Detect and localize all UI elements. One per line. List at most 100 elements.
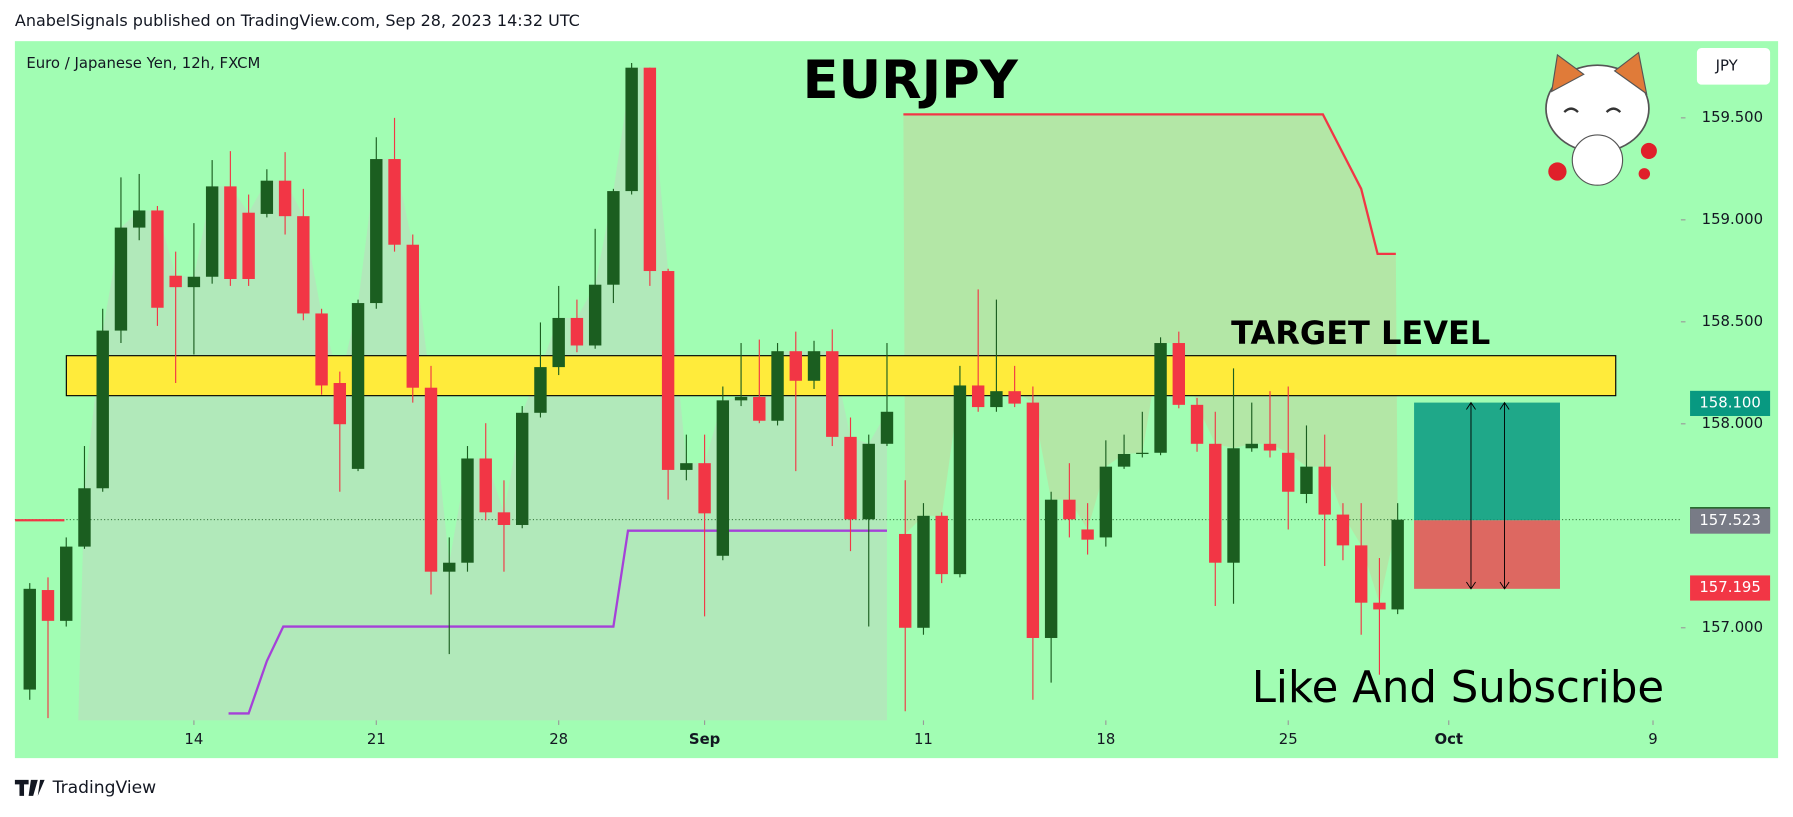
y-tick-label: 158.000 bbox=[1702, 414, 1763, 432]
price-label-box bbox=[1690, 390, 1771, 416]
annotation: Like And Subscribe bbox=[1252, 663, 1664, 713]
candle-body bbox=[1154, 343, 1167, 453]
x-tick-label: 18 bbox=[1096, 730, 1115, 748]
symbol-info: Euro / Japanese Yen, 12h, FXCM bbox=[26, 54, 260, 72]
header: AnabelSignals published on TradingView.c… bbox=[15, 11, 580, 30]
y-tick-label: 159.500 bbox=[1702, 108, 1763, 126]
candle-body bbox=[78, 488, 91, 547]
candle-body bbox=[1008, 391, 1021, 404]
candle-body bbox=[1081, 529, 1094, 540]
candle-body bbox=[479, 458, 492, 513]
candle-body bbox=[570, 317, 584, 346]
candle-body bbox=[132, 210, 146, 228]
brand-logo bbox=[14, 779, 45, 796]
indicator-line bbox=[903, 113, 1396, 256]
candle-body bbox=[1354, 545, 1368, 603]
candle-body bbox=[826, 351, 839, 437]
candle-body bbox=[1044, 499, 1058, 638]
candle-body bbox=[971, 385, 985, 408]
price-label: 157.523 bbox=[1699, 511, 1760, 529]
x-tick-label: 14 bbox=[184, 730, 203, 748]
target-label: TARGET LEVEL bbox=[1231, 314, 1490, 352]
candle-body bbox=[315, 313, 328, 386]
range-arrow bbox=[1499, 401, 1510, 590]
candle-body bbox=[990, 391, 1003, 408]
candle-body bbox=[789, 351, 802, 381]
price-label-box bbox=[1690, 575, 1771, 601]
profit-zone bbox=[1414, 402, 1560, 521]
candle-body bbox=[552, 317, 565, 368]
candle-body bbox=[242, 212, 255, 279]
x-tick-label: 9 bbox=[1648, 730, 1657, 748]
candle-body bbox=[771, 351, 784, 421]
x-tick-label: 25 bbox=[1279, 730, 1298, 748]
candle-body bbox=[333, 383, 347, 425]
candle-body bbox=[224, 186, 237, 279]
candle-body bbox=[899, 533, 912, 628]
candle-body bbox=[1263, 443, 1277, 451]
candle-body bbox=[205, 186, 219, 277]
indicator-line bbox=[228, 529, 887, 715]
candle-body bbox=[1318, 466, 1331, 515]
currency-box bbox=[1696, 48, 1771, 85]
candle-body bbox=[60, 546, 73, 621]
candle-body bbox=[1391, 519, 1404, 610]
price-label: 158.100 bbox=[1699, 393, 1760, 411]
candle-body bbox=[607, 191, 620, 285]
candle-body bbox=[1209, 443, 1222, 563]
candle-body bbox=[114, 227, 128, 331]
candle-body bbox=[406, 244, 419, 388]
y-tick-label: 158.500 bbox=[1702, 312, 1763, 330]
target-zone bbox=[65, 355, 1617, 397]
y-tick-label: 157.000 bbox=[1702, 618, 1763, 636]
currency: JPY bbox=[1715, 56, 1739, 74]
candle-body bbox=[1136, 452, 1149, 454]
candle-body bbox=[588, 284, 602, 346]
x-tick-label: 21 bbox=[367, 730, 386, 748]
chart-title: EURJPY bbox=[803, 50, 1019, 111]
candle-body bbox=[643, 67, 657, 272]
candle-body bbox=[680, 463, 693, 470]
candle-body bbox=[734, 396, 748, 401]
brand: TradingView bbox=[52, 778, 157, 798]
x-tick-label: Sep bbox=[689, 730, 720, 748]
candle-body bbox=[169, 275, 182, 288]
candle-body bbox=[1373, 602, 1386, 610]
candle-body bbox=[370, 159, 383, 304]
candle-body bbox=[497, 512, 511, 525]
candle-body bbox=[1190, 404, 1204, 444]
candle-body bbox=[96, 330, 109, 489]
candle-body bbox=[424, 387, 438, 572]
candle-body bbox=[516, 412, 529, 525]
candle-body bbox=[1099, 466, 1113, 538]
candle-body bbox=[297, 216, 310, 314]
candle-body bbox=[935, 515, 948, 575]
candle-body bbox=[1172, 343, 1186, 405]
candle-body bbox=[151, 210, 164, 308]
candle-body bbox=[880, 411, 894, 444]
candle-body bbox=[1117, 453, 1131, 467]
candle-body bbox=[844, 436, 857, 520]
candle-body bbox=[716, 400, 730, 556]
candle-body bbox=[278, 180, 292, 217]
candle-body bbox=[260, 180, 274, 214]
x-tick-label: Oct bbox=[1434, 730, 1463, 748]
range-arrow bbox=[1466, 401, 1476, 590]
price-label: 157.195 bbox=[1699, 578, 1760, 596]
candle-body bbox=[753, 396, 766, 421]
candle-body bbox=[807, 351, 821, 381]
loss-zone bbox=[1414, 520, 1560, 589]
candle-body bbox=[953, 385, 967, 575]
candle-body bbox=[1282, 452, 1295, 492]
candle-body bbox=[625, 67, 638, 192]
candle-body bbox=[1245, 443, 1258, 449]
candle-body bbox=[187, 276, 201, 288]
candle-body bbox=[1063, 499, 1076, 520]
candle-body bbox=[461, 458, 474, 563]
candle-body bbox=[862, 443, 875, 520]
candle-body bbox=[661, 271, 675, 470]
candle-body bbox=[698, 463, 711, 514]
candle-body bbox=[351, 303, 365, 469]
candle-body bbox=[917, 515, 930, 628]
